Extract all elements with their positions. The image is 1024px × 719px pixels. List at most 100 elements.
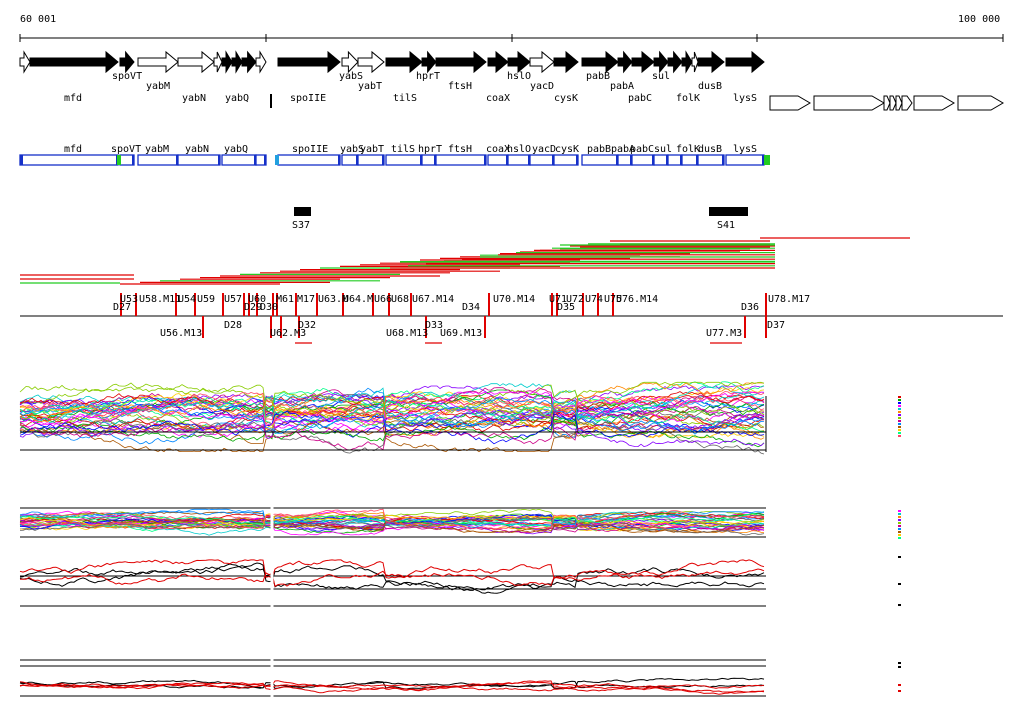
gene-arrow[interactable] (681, 50, 693, 74)
feature-tick[interactable] (484, 316, 486, 338)
gene-arrow[interactable] (617, 50, 633, 74)
gene-arrow[interactable] (901, 95, 913, 111)
feature-tick[interactable] (551, 293, 553, 316)
feature-tick[interactable] (120, 293, 122, 316)
gene-arrow[interactable] (119, 50, 135, 74)
gene-arrow[interactable] (957, 95, 1004, 111)
feature-tick[interactable] (342, 293, 344, 316)
gene-bar-box[interactable] (385, 154, 423, 166)
gene-arrow[interactable] (913, 95, 955, 111)
gene-bar-box[interactable] (553, 154, 579, 166)
gene-arrow[interactable] (813, 95, 885, 111)
feature-tick[interactable] (270, 316, 272, 338)
feature-tick[interactable] (248, 293, 250, 316)
gene-bar-box[interactable] (421, 154, 437, 166)
gene-bar-box[interactable] (487, 154, 509, 166)
gene-bar-box[interactable] (277, 154, 341, 166)
gene-arrow[interactable] (19, 50, 31, 74)
gene-arrow[interactable] (221, 50, 233, 74)
feature-tick[interactable] (276, 293, 278, 316)
gene-arrow[interactable] (487, 50, 509, 74)
gene-bar-box[interactable] (529, 154, 555, 166)
gene-arrow[interactable] (255, 50, 267, 74)
feature-tick[interactable] (298, 316, 300, 338)
gene-arrow[interactable] (29, 50, 119, 74)
gene-arrow[interactable] (883, 95, 891, 111)
segment-block-s41[interactable] (709, 207, 748, 216)
gene-bar-box[interactable] (581, 154, 619, 166)
feature-tick[interactable] (425, 316, 427, 338)
feature-tick[interactable] (597, 293, 599, 316)
feature-tick[interactable] (488, 293, 490, 316)
feature-tick[interactable] (243, 293, 245, 316)
feature-tick[interactable] (272, 293, 274, 316)
gene-arrow[interactable] (631, 50, 655, 74)
feature-tick[interactable] (582, 293, 584, 316)
sample-trace (19, 410, 765, 445)
feature-tick[interactable] (295, 293, 297, 316)
feature-tick[interactable] (765, 293, 767, 316)
legend-swatch (898, 417, 901, 419)
feature-tick[interactable] (410, 293, 412, 316)
gene-bar-box[interactable] (725, 154, 765, 166)
gene-bar-box[interactable] (435, 154, 487, 166)
gene-arrow[interactable] (895, 95, 903, 111)
gene-bar-box[interactable] (221, 154, 257, 166)
gene-bar-box[interactable] (357, 154, 385, 166)
gene-bar-box[interactable] (667, 154, 683, 166)
gene-bar-box[interactable] (341, 154, 359, 166)
gene-arrow[interactable] (435, 50, 487, 74)
gene-arrow[interactable] (581, 50, 619, 74)
feature-tick[interactable] (612, 293, 614, 316)
gene-bar-box[interactable] (177, 154, 221, 166)
gene-bar-box[interactable] (681, 154, 699, 166)
gene-arrow[interactable] (553, 50, 579, 74)
segment-block-s37[interactable] (294, 207, 311, 216)
gene-bar-box[interactable] (507, 154, 531, 166)
gene-arrow[interactable] (421, 50, 437, 74)
gene-arrow[interactable] (697, 50, 725, 74)
gene-arrow[interactable] (177, 50, 215, 74)
feature-tick[interactable] (222, 293, 224, 316)
feature-tick[interactable] (316, 293, 318, 316)
gene-arrow[interactable] (691, 51, 699, 73)
gene-arrow[interactable] (357, 50, 385, 74)
gene-arrow[interactable] (725, 50, 765, 74)
feature-tick[interactable] (135, 293, 137, 316)
feature-tick[interactable] (256, 293, 258, 316)
feature-tick[interactable] (744, 316, 746, 338)
gene-arrow[interactable] (241, 50, 257, 74)
gene-label-paba: pabA (610, 81, 634, 92)
gene-arrow[interactable] (507, 50, 531, 74)
feature-tick[interactable] (765, 316, 767, 338)
gene-bar-box[interactable] (119, 154, 135, 166)
gene-arrow[interactable] (231, 50, 243, 74)
gene-arrow[interactable] (385, 50, 423, 74)
gene-arrow[interactable] (653, 50, 669, 74)
gene-arrow[interactable] (137, 50, 179, 74)
gene-arrow[interactable] (667, 50, 683, 74)
gene-bar-box[interactable] (653, 154, 669, 166)
gene-arrow[interactable] (341, 50, 359, 74)
feature-tick[interactable] (388, 293, 390, 316)
gene-bar-box[interactable] (19, 154, 119, 166)
gene-bar-box[interactable] (697, 154, 725, 166)
gene-arrow[interactable] (270, 94, 272, 108)
feature-tick[interactable] (202, 316, 204, 338)
gene-bar-box[interactable] (631, 154, 655, 166)
gene-arrow[interactable] (213, 51, 223, 73)
gene-arrow[interactable] (889, 95, 897, 111)
gene-label-track: mfd spoVT yabM yabN yabQ spoIIE yabS yab… (64, 71, 757, 104)
gene-bar-box[interactable] (617, 154, 633, 166)
bar-label-yabq: yabQ (224, 144, 248, 155)
gene-arrow[interactable] (277, 50, 341, 74)
feature-tick[interactable] (556, 293, 558, 316)
gene-arrow[interactable] (529, 50, 555, 74)
gene-arrow[interactable] (769, 95, 811, 111)
feature-tick[interactable] (280, 316, 282, 338)
feature-tick[interactable] (175, 293, 177, 316)
legend-swatch (898, 662, 901, 664)
feature-tick[interactable] (372, 293, 374, 316)
gene-bar-box[interactable] (137, 154, 179, 166)
feature-tick[interactable] (194, 293, 196, 316)
